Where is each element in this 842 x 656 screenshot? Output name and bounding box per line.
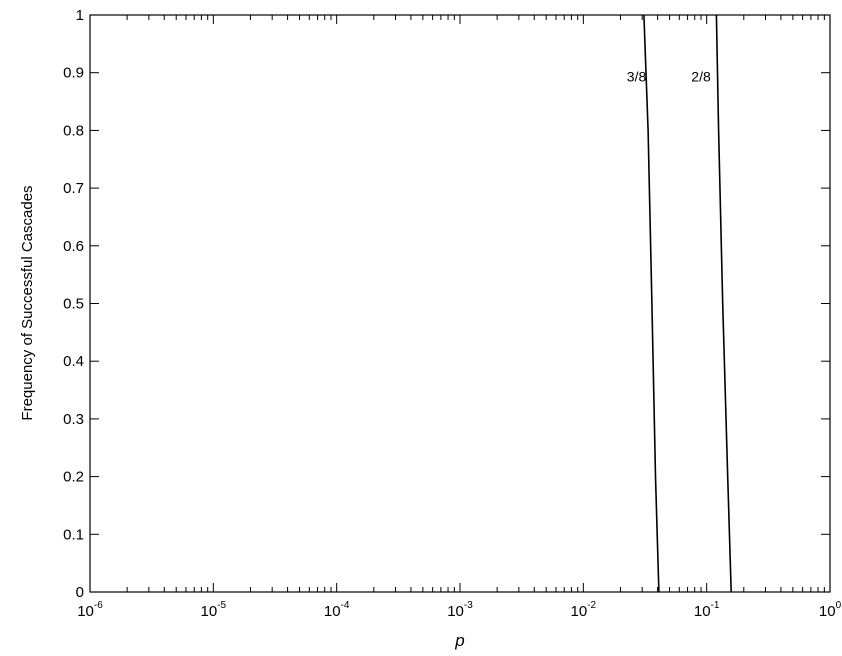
series-layer	[643, 14, 732, 593]
series-line-0	[643, 14, 660, 593]
series-label-0: 3/8	[627, 68, 647, 84]
y-tick-label: 0.2	[63, 469, 84, 486]
labels-layer: 10-6 10-5 10-4 10-3 10-2 10-1 10000.10.20.30.4…	[63, 7, 841, 620]
y-tick-label: 0.4	[63, 353, 84, 370]
y-tick-label: 0.3	[63, 411, 84, 428]
x-tick-exponent: -5	[217, 600, 226, 611]
x-tick-exponent: -6	[94, 600, 103, 611]
y-tick-label: 0.8	[63, 122, 84, 139]
y-axis-label: Frequency of Successful Cascades	[19, 185, 36, 420]
x-tick-exponent: 0	[836, 600, 842, 611]
x-tick-base: 10	[694, 603, 711, 620]
y-tick-label: 0.6	[63, 238, 84, 255]
y-tick-label: 1	[76, 7, 84, 24]
series-label-1: 2/8	[691, 68, 711, 84]
y-tick-label: 0.7	[63, 180, 84, 197]
x-tick-base: 10	[201, 603, 218, 620]
x-tick-base: 10	[819, 603, 836, 620]
x-tick-base: 10	[571, 603, 588, 620]
x-tick-base: 10	[324, 603, 341, 620]
x-tick-label: 100	[819, 600, 842, 620]
x-tick-label: 10-3	[447, 600, 473, 620]
plot-frame	[89, 14, 831, 593]
y-tick-label: 0.5	[63, 296, 84, 313]
x-tick-exponent: -1	[711, 600, 720, 611]
x-tick-exponent: -2	[587, 600, 596, 611]
x-tick-base: 10	[77, 603, 94, 620]
y-tick-label: 0	[76, 584, 84, 601]
x-tick-label: 10-6	[77, 600, 103, 620]
x-tick-label: 10-2	[571, 600, 597, 620]
x-tick-label: 10-5	[201, 600, 227, 620]
series-line-1	[715, 14, 732, 593]
x-tick-base: 10	[447, 603, 464, 620]
x-tick-label: 10-4	[324, 600, 350, 620]
x-tick-exponent: -4	[341, 600, 350, 611]
y-tick-label: 0.1	[63, 526, 84, 543]
y-tick-label: 0.9	[63, 65, 84, 82]
x-axis-label: p	[454, 631, 464, 650]
ticks-layer	[89, 14, 831, 593]
x-tick-label: 10-1	[694, 600, 720, 620]
x-tick-exponent: -3	[464, 600, 473, 611]
